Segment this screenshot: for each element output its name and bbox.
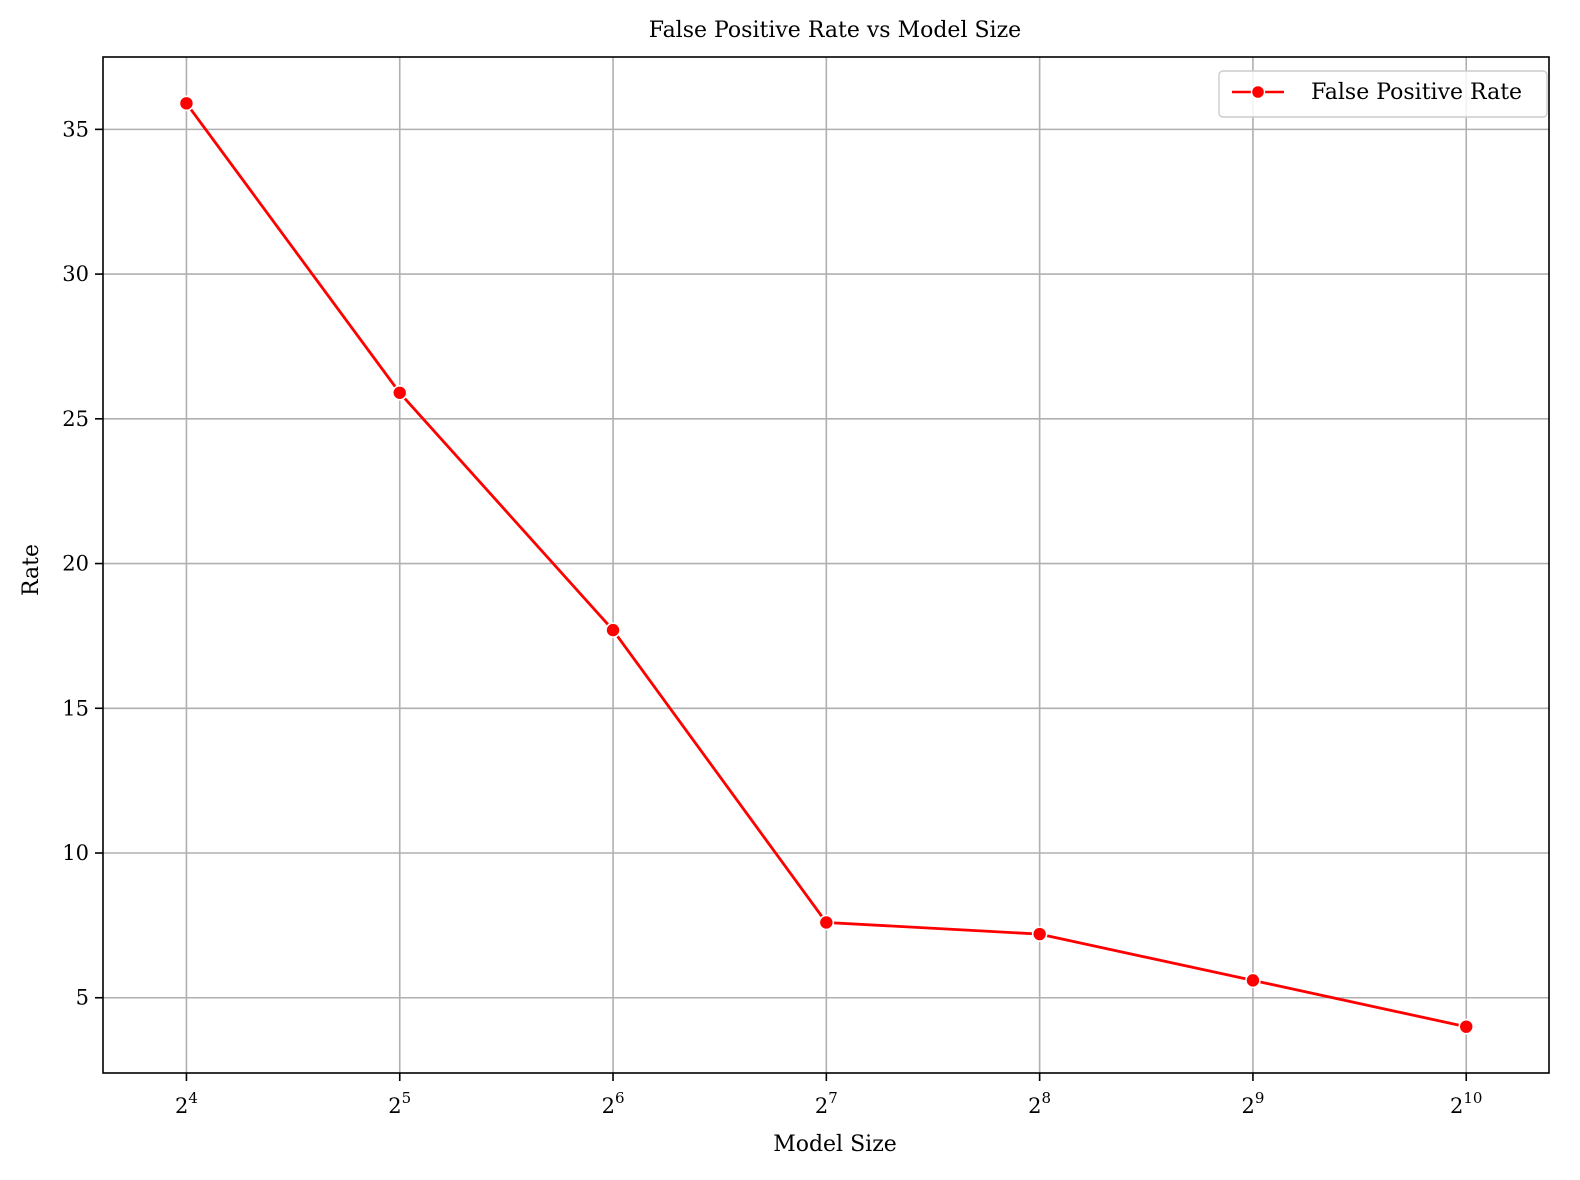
y-tick-label: 35 (62, 117, 89, 141)
x-tick-base: 2 (602, 1094, 615, 1118)
legend: False Positive Rate (1218, 70, 1548, 118)
y-tick-label: 15 (62, 696, 89, 720)
data-point (178, 95, 195, 112)
plot-frame (102, 56, 1550, 1074)
x-tick-exponent: 4 (188, 1089, 198, 1107)
data-point (818, 914, 835, 931)
x-tick-label: 27 (815, 1089, 838, 1118)
series-layer (178, 95, 1475, 1035)
x-tick-exponent: 5 (402, 1089, 412, 1107)
x-tick-label: 210 (1450, 1089, 1482, 1118)
chart-title: False Positive Rate vs Model Size (649, 18, 1021, 43)
y-axis-title: Rate (19, 544, 44, 596)
x-tick-base: 2 (175, 1094, 188, 1118)
x-tick-exponent: 7 (828, 1089, 838, 1107)
y-tick-label: 10 (62, 841, 89, 865)
x-tick-base: 2 (1241, 1094, 1254, 1118)
x-tick-base: 2 (1028, 1094, 1041, 1118)
x-tick-base: 2 (1450, 1094, 1463, 1118)
data-point (1458, 1018, 1475, 1035)
x-tick-label: 24 (175, 1089, 198, 1118)
x-tick-base: 2 (815, 1094, 828, 1118)
x-tick-label: 25 (388, 1089, 411, 1118)
x-tick-label: 28 (1028, 1089, 1051, 1118)
data-point (605, 622, 621, 638)
y-axis-ticks: 5 10 15 20 25 30 35 (62, 117, 103, 1010)
grid (103, 57, 1549, 1073)
x-tick-exponent: 10 (1463, 1089, 1482, 1107)
data-point (1031, 926, 1048, 942)
x-tick-label: 26 (602, 1089, 625, 1118)
data-point (391, 384, 408, 401)
y-tick-label: 20 (62, 552, 89, 576)
data-point (1245, 972, 1261, 989)
legend-box (1218, 70, 1548, 118)
y-tick-label: 30 (62, 262, 89, 286)
y-tick-label: 5 (76, 986, 89, 1010)
x-axis-title: Model Size (773, 1132, 897, 1157)
x-tick-exponent: 6 (615, 1089, 625, 1107)
x-tick-label: 29 (1241, 1089, 1264, 1118)
legend-label: False Positive Rate (1311, 80, 1522, 105)
legend-marker (1250, 84, 1266, 100)
x-tick-exponent: 9 (1255, 1089, 1265, 1107)
x-tick-base: 2 (388, 1094, 401, 1118)
x-axis-ticks: 24 25 26 27 28 29 210 (175, 1073, 1482, 1118)
y-tick-label: 25 (62, 407, 89, 431)
x-tick-exponent: 8 (1042, 1089, 1052, 1107)
